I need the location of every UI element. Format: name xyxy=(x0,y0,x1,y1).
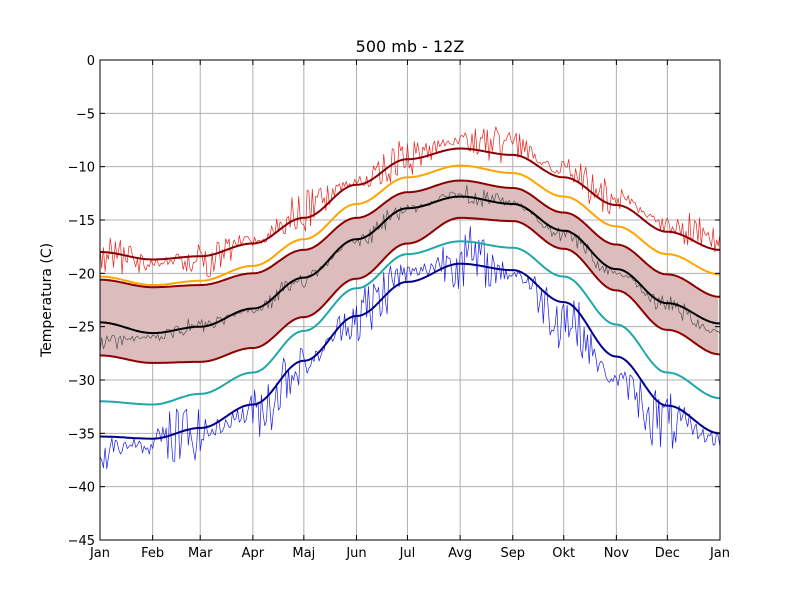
climatology-line xyxy=(100,147,721,261)
y-tick-label: −40 xyxy=(68,481,95,496)
percentile-band xyxy=(100,180,719,363)
x-tick-label: Okt xyxy=(552,546,575,561)
x-tick-label: Nov xyxy=(604,546,630,561)
x-tick-label: Apr xyxy=(242,546,265,561)
x-tick-label: Avg xyxy=(448,546,472,561)
x-tick-label: Maj xyxy=(292,546,315,561)
y-tick-label: −25 xyxy=(68,321,95,336)
y-axis-label: Temperatura (C) xyxy=(39,243,55,358)
x-tick-label: Feb xyxy=(141,546,164,561)
y-tick-label: −45 xyxy=(68,534,95,549)
x-tick-label: Dec xyxy=(655,546,680,561)
y-tick-label: −5 xyxy=(76,107,95,122)
band-fill xyxy=(100,180,719,363)
series-lines xyxy=(99,126,721,470)
x-tick-label: Jun xyxy=(345,546,366,561)
climatology-line xyxy=(100,240,720,406)
y-tick-label: −35 xyxy=(68,427,95,442)
climatology-line xyxy=(100,262,720,440)
axis-ticks: Jan Feb Mar Apr Maj Jun Jul Avg Sep Okt Nov Dec Jan 0… xyxy=(68,54,730,561)
y-tick-label: −30 xyxy=(68,374,95,389)
x-tick-label: Mar xyxy=(188,546,213,561)
climatology-line xyxy=(100,195,721,335)
x-tick-label: Jul xyxy=(399,546,416,561)
daily-series-line xyxy=(99,226,721,470)
y-tick-label: −10 xyxy=(68,161,95,176)
climatology-line xyxy=(99,164,721,287)
plot-frame xyxy=(99,59,721,541)
climatology-line xyxy=(99,179,721,298)
y-tick-label: −20 xyxy=(68,267,95,282)
daily-series-line xyxy=(99,126,721,278)
x-tick-label: Jan xyxy=(709,546,730,561)
x-tick-label: Jan xyxy=(89,546,110,561)
chart-title: 500 mb - 12Z xyxy=(356,37,465,56)
x-tick-label: Sep xyxy=(501,546,526,561)
y-tick-label: −15 xyxy=(68,214,95,229)
y-tick-label: 0 xyxy=(87,54,95,69)
climatology-line xyxy=(100,216,721,364)
